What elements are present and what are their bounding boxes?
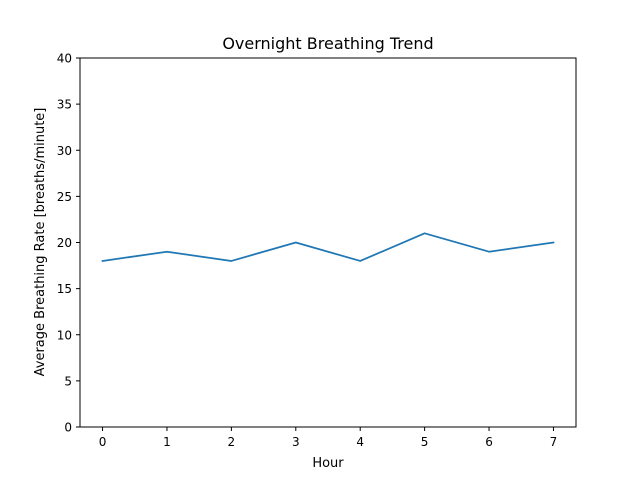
- data-point: [230, 260, 232, 262]
- x-tick-label: 3: [292, 435, 300, 449]
- x-tick-label: 6: [485, 435, 493, 449]
- data-point: [359, 260, 361, 262]
- y-tick-label: 40: [57, 52, 72, 66]
- x-axis-ticks: 0 1 2 3 4 5 6 7: [99, 427, 558, 449]
- plot-frame: [79, 57, 577, 428]
- y-tick-label: 30: [57, 144, 72, 158]
- data-point: [102, 260, 104, 262]
- y-tick-label: 25: [57, 190, 72, 204]
- y-tick-label: 5: [64, 374, 72, 388]
- y-tick-label: 15: [57, 282, 72, 296]
- data-point: [166, 251, 168, 253]
- y-tick-label: 35: [57, 98, 72, 112]
- data-point: [424, 232, 426, 234]
- data-point: [295, 242, 297, 244]
- chart-title: Overnight Breathing Trend: [222, 34, 433, 53]
- x-tick-label: 5: [421, 435, 429, 449]
- x-tick-label: 2: [228, 435, 236, 449]
- y-axis-label: Average Breathing Rate [breaths/minute]: [33, 108, 48, 377]
- data-point: [552, 242, 554, 244]
- y-axis-ticks: 0 5 10 15 20 25 30 35 40: [57, 52, 80, 435]
- y-tick-label: 10: [57, 328, 72, 342]
- plot-series: [101, 232, 555, 262]
- x-tick-label: 1: [163, 435, 171, 449]
- y-tick-label: 0: [64, 421, 72, 435]
- y-tick-label: 20: [57, 236, 72, 250]
- x-tick-label: 0: [99, 435, 107, 449]
- x-tick-label: 4: [356, 435, 364, 449]
- series-line: [101, 232, 555, 262]
- data-point: [488, 251, 490, 253]
- x-axis-label: Hour: [312, 456, 344, 471]
- x-tick-label: 7: [550, 435, 558, 449]
